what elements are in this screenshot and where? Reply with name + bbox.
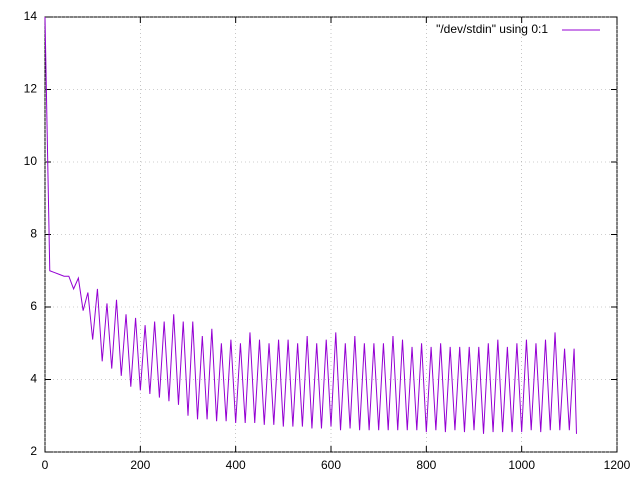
y-tick-label: 8 xyxy=(30,227,37,241)
x-tick-label: 600 xyxy=(321,458,341,472)
x-tick-label: 800 xyxy=(416,458,436,472)
x-tick-label: 200 xyxy=(130,458,150,472)
legend-label: "/dev/stdin" using 0:1 xyxy=(436,22,548,36)
y-tick-label: 4 xyxy=(30,372,37,386)
y-tick-label: 6 xyxy=(30,299,37,313)
y-tick-label: 2 xyxy=(30,444,37,458)
x-tick-label: 1200 xyxy=(604,458,631,472)
x-tick-label: 1000 xyxy=(508,458,535,472)
x-tick-label: 400 xyxy=(226,458,246,472)
y-tick-label: 10 xyxy=(24,154,38,168)
y-tick-label: 12 xyxy=(24,82,38,96)
data-line xyxy=(44,16,577,434)
x-tick-label: 0 xyxy=(42,458,49,472)
y-tick-label: 14 xyxy=(24,9,38,23)
